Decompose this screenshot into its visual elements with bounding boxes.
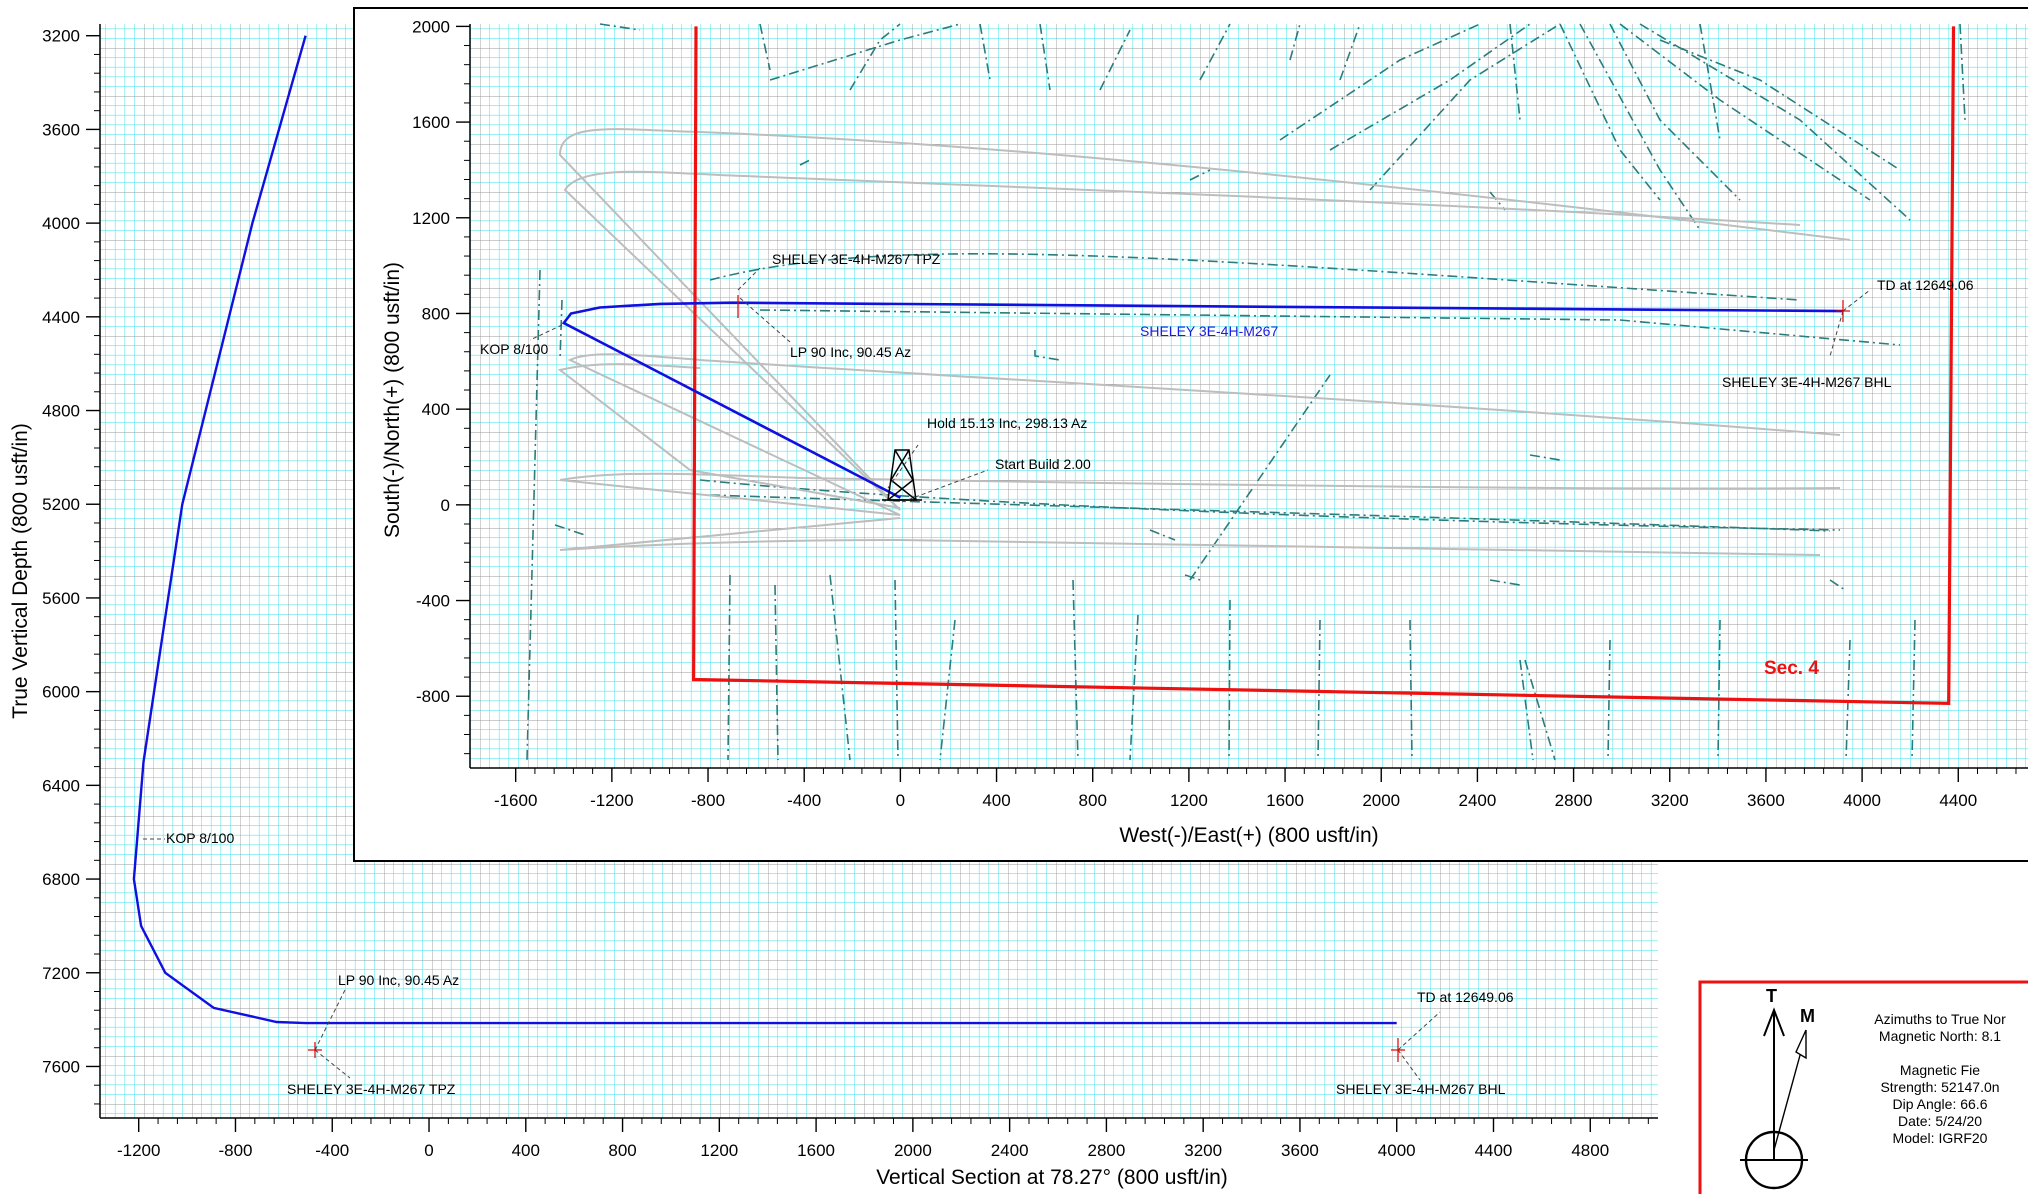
section-y-tick-label: 6000 bbox=[42, 683, 80, 702]
plan-x-tick-label: 0 bbox=[896, 791, 905, 810]
true-north-label: T bbox=[1766, 986, 1777, 1006]
section-x-tick-label: -800 bbox=[218, 1141, 252, 1160]
section-x-tick-label: 4000 bbox=[1378, 1141, 1416, 1160]
section-tpz-label: SHELEY 3E-4H-M267 TPZ bbox=[287, 1081, 456, 1097]
plan-y-tick-label: 1200 bbox=[412, 209, 450, 228]
section-y-tick-label: 4800 bbox=[42, 402, 80, 421]
plan-x-axis-label: West(-)/East(+) (800 usft/in) bbox=[1119, 824, 1378, 847]
plan-wellbore-line bbox=[561, 301, 1843, 499]
plan-y-tick-label: 0 bbox=[441, 496, 450, 515]
section-kop-label: KOP 8/100 bbox=[166, 830, 234, 846]
plan-x-tick-label: 3200 bbox=[1651, 791, 1689, 810]
legend-line: Dip Angle: 66.6 bbox=[1893, 1096, 1988, 1112]
section-y-tick-label: 4000 bbox=[42, 214, 80, 233]
plan-kop-label: KOP 8/100 bbox=[480, 341, 548, 357]
plan-y-tick-label: -800 bbox=[416, 687, 450, 706]
plan-start-build-label: Start Build 2.00 bbox=[995, 456, 1091, 472]
section-bhl-label: SHELEY 3E-4H-M267 BHL bbox=[1336, 1081, 1506, 1097]
plan-x-tick-label: 1600 bbox=[1266, 791, 1304, 810]
plan-y-axis-label: South(-)/North(+) (800 usft/in) bbox=[381, 262, 404, 538]
plan-x-tick-label: -1600 bbox=[494, 791, 537, 810]
legend-line: Azimuths to True Nor bbox=[1874, 1011, 2006, 1027]
plan-td-label: TD at 12649.06 bbox=[1877, 277, 1974, 293]
section-x-tick-label: 2400 bbox=[991, 1141, 1029, 1160]
legend-line: Magnetic North: 8.1 bbox=[1879, 1028, 2001, 1044]
plan-lp-label: LP 90 Inc, 90.45 Az bbox=[790, 344, 911, 360]
magnetic-north-label: M bbox=[1800, 1006, 1815, 1026]
plan-x-tick-label: -400 bbox=[787, 791, 821, 810]
plan-x-tick-label: 2400 bbox=[1458, 791, 1496, 810]
plan-hold-label: Hold 15.13 Inc, 298.13 Az bbox=[927, 415, 1087, 431]
plan-x-tick-label: -1200 bbox=[590, 791, 633, 810]
plan-well-name-label: SHELEY 3E-4H-M267 bbox=[1140, 323, 1278, 339]
section-y-tick-label: 4400 bbox=[42, 308, 80, 327]
plan-annotations: SHELEY 3E-4H-M267 TPZ KOP 8/100 LP 90 In… bbox=[480, 251, 1974, 679]
plan-tpz-label: SHELEY 3E-4H-M267 TPZ bbox=[772, 251, 941, 267]
plan-x-tick-label: 4400 bbox=[1939, 791, 1977, 810]
legend-line: Date: 5/24/20 bbox=[1898, 1113, 1982, 1129]
section-x-tick-label: 800 bbox=[608, 1141, 636, 1160]
section-td-label: TD at 12649.06 bbox=[1417, 989, 1514, 1005]
section-x-tick-label: 4800 bbox=[1571, 1141, 1609, 1160]
section-y-tick-label: 6400 bbox=[42, 776, 80, 795]
section-x-tick-label: 4400 bbox=[1475, 1141, 1513, 1160]
section-x-tick-label: -400 bbox=[315, 1141, 349, 1160]
section-number-label: Sec. 4 bbox=[1764, 658, 1819, 679]
plan-x-tick-label: 3600 bbox=[1747, 791, 1785, 810]
plan-y-tick-label: 400 bbox=[422, 400, 450, 419]
section-x-tick-label: 3200 bbox=[1184, 1141, 1222, 1160]
section-y-tick-label: 3200 bbox=[42, 27, 80, 46]
legend-line: Model: IGRF20 bbox=[1893, 1130, 1988, 1146]
section-y-tick-label: 7600 bbox=[42, 1057, 80, 1076]
section-y-axis-label: True Vertical Depth (800 usft/in) bbox=[9, 423, 32, 719]
plan-x-tick-label: 2000 bbox=[1362, 791, 1400, 810]
section-y-tick-label: 3600 bbox=[42, 120, 80, 139]
plan-x-tick-label: -800 bbox=[691, 791, 725, 810]
section-x-tick-label: 2000 bbox=[894, 1141, 932, 1160]
section-boundary bbox=[691, 26, 1956, 706]
plan-y-tick-label: 2000 bbox=[412, 17, 450, 36]
section-lp-label: LP 90 Inc, 90.45 Az bbox=[338, 972, 459, 988]
section-y-tick-label: 5200 bbox=[42, 495, 80, 514]
section-x-axis-label: Vertical Section at 78.27° (800 usft/in) bbox=[876, 1166, 1228, 1189]
section-x-tick-label: 1600 bbox=[797, 1141, 835, 1160]
section-annotations: KOP 8/100 LP 90 Inc, 90.45 Az SHELEY 3E-… bbox=[143, 830, 1514, 1097]
plan-y-tick-label: 800 bbox=[422, 304, 450, 323]
section-y-tick-label: 6800 bbox=[42, 870, 80, 889]
section-y-tick-label: 7200 bbox=[42, 964, 80, 983]
plan-x-tick-label: 1200 bbox=[1170, 791, 1208, 810]
offset-wells bbox=[526, 23, 1966, 761]
section-x-tick-label: -1200 bbox=[117, 1141, 160, 1160]
plan-y-tick-label: 1600 bbox=[412, 113, 450, 132]
plan-x-tick-label: 4000 bbox=[1843, 791, 1881, 810]
plan-x-tick-label: 400 bbox=[982, 791, 1010, 810]
plan-view: -800 -400 0 400 800 1200 1600 2000 -1600 -1200 -8… bbox=[353, 7, 2028, 862]
section-x-tick-label: 400 bbox=[512, 1141, 540, 1160]
section-x-tick-label: 2800 bbox=[1087, 1141, 1125, 1160]
plan-x-tick-label: 2800 bbox=[1555, 791, 1593, 810]
plan-y-tick-label: -400 bbox=[416, 592, 450, 611]
section-x-tick-label: 0 bbox=[424, 1141, 433, 1160]
plan-x-tick-label: 800 bbox=[1079, 791, 1107, 810]
section-wellbore-line bbox=[132, 35, 1397, 1025]
section-y-tick-label: 5600 bbox=[42, 589, 80, 608]
legend-frame bbox=[1698, 980, 2028, 1194]
section-x-tick-label: 1200 bbox=[700, 1141, 738, 1160]
legend-line: Magnetic Fie bbox=[1900, 1062, 1980, 1078]
section-x-tick-label: 3600 bbox=[1281, 1141, 1319, 1160]
plan-bhl-label: SHELEY 3E-4H-M267 BHL bbox=[1722, 374, 1892, 390]
legend-line: Strength: 52147.0n bbox=[1880, 1079, 1999, 1095]
